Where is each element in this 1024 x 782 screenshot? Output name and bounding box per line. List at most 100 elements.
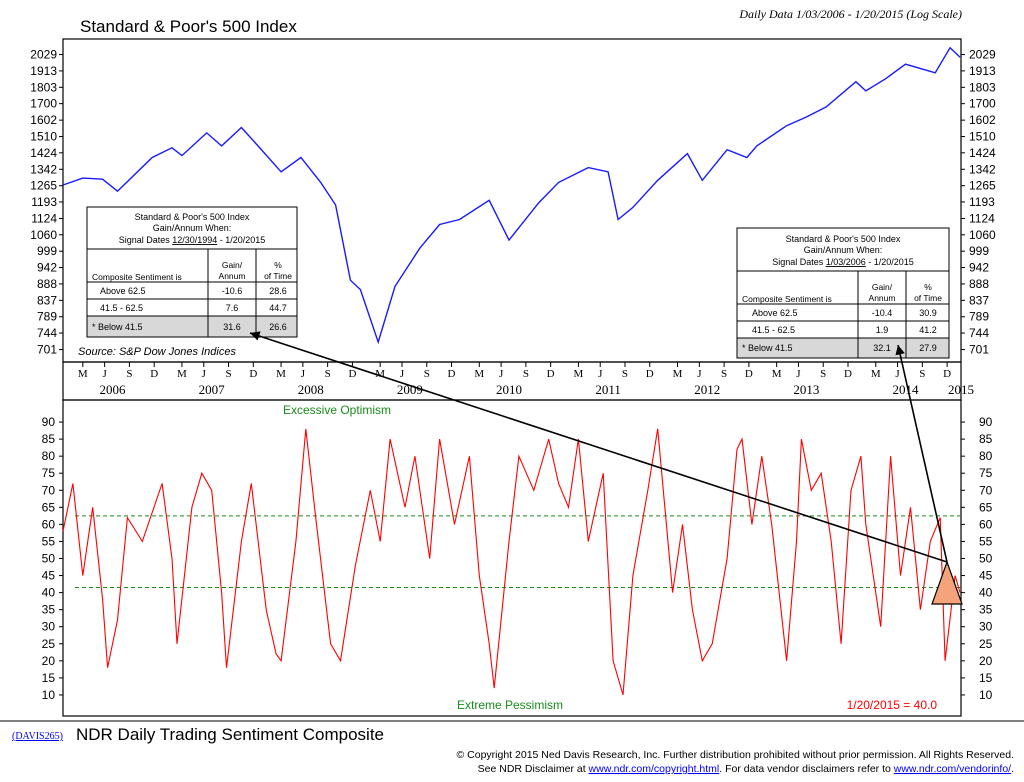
- table-right-col2b: Annum: [869, 293, 896, 303]
- index-series-line: [62, 46, 961, 345]
- y-tick-label-left: 65: [42, 500, 56, 514]
- table-right-row1-gain: -10.4: [872, 308, 893, 318]
- source-note: Source: S&P Dow Jones Indices: [78, 346, 236, 358]
- table-left-row3-pct: 26.6: [269, 322, 287, 332]
- x-month-label: M: [78, 368, 88, 380]
- y-tick-label-left: 1342: [30, 162, 57, 176]
- x-month-label: M: [474, 368, 484, 380]
- y-tick-label-left: 1803: [30, 80, 57, 94]
- y-tick-label-right: 25: [979, 637, 993, 651]
- x-year-label: 2007: [199, 382, 226, 397]
- footer-disclaimer: See NDR Disclaimer at www.ndr.com/copyri…: [478, 763, 1014, 775]
- y-tick-label-right: 1700: [969, 97, 996, 111]
- y-tick-label-right: 90: [979, 415, 993, 429]
- x-month-label: D: [150, 368, 158, 380]
- y-tick-label-right: 2029: [969, 48, 996, 62]
- x-month-label: S: [523, 368, 529, 380]
- x-month-label: S: [919, 368, 925, 380]
- y-tick-label-left: 837: [37, 293, 57, 307]
- footer-copyright: © Copyright 2015 Ned Davis Research, Inc…: [457, 749, 1015, 761]
- y-tick-label-left: 25: [42, 637, 56, 651]
- y-tick-label-right: 701: [969, 343, 989, 357]
- table-left-row2-pct: 44.7: [269, 303, 287, 313]
- y-tick-label-right: 85: [979, 432, 993, 446]
- y-tick-label-left: 1124: [31, 212, 57, 226]
- x-year-label: 2006: [100, 382, 127, 397]
- table-right-row1-label: Above 62.5: [752, 308, 798, 318]
- y-tick-label-left: 1913: [30, 64, 57, 78]
- current-value-label: 1/20/2015 = 40.0: [847, 698, 938, 712]
- y-tick-label-right: 1913: [969, 64, 996, 78]
- label-excessive-optimism: Excessive Optimism: [283, 403, 391, 417]
- x-year-label: 2011: [595, 382, 621, 397]
- table-left-col3a: %: [274, 260, 282, 270]
- x-month-label: J: [301, 368, 306, 380]
- y-tick-label-right: 10: [979, 688, 993, 702]
- code-link[interactable]: (DAVIS265): [12, 731, 63, 742]
- y-tick-label-right: 50: [979, 552, 993, 566]
- x-month-label: J: [102, 368, 107, 380]
- vendorinfo-link[interactable]: www.ndr.com/vendorinfo/: [893, 763, 1011, 775]
- table-left-title1: Standard & Poor's 500 Index: [135, 212, 250, 222]
- table-right-col1: Composite Sentiment is: [742, 294, 832, 304]
- table-left-row3-label: * Below 41.5: [92, 322, 143, 332]
- x-month-label: S: [126, 368, 132, 380]
- table-left-row2-label: 41.5 - 62.5: [100, 303, 143, 313]
- y-tick-label-left: 35: [42, 603, 56, 617]
- x-month-label: D: [348, 368, 356, 380]
- table-right-row3-gain: 32.1: [873, 343, 891, 353]
- y-tick-label-right: 65: [979, 500, 993, 514]
- y-tick-label-right: 55: [979, 534, 993, 548]
- x-month-label: D: [844, 368, 852, 380]
- y-tick-label-right: 942: [969, 261, 989, 275]
- y-tick-label-left: 75: [42, 466, 56, 480]
- table-left-row1-label: Above 62.5: [100, 286, 146, 296]
- y-tick-label-left: 40: [42, 586, 56, 600]
- table-left-row1-gain: -10.6: [222, 286, 243, 296]
- index-y-axis: 701 701 744 744 789 789 837 837 888 888 942 942 999 9…: [30, 48, 996, 357]
- gain-table-left: Standard & Poor's 500 Index Gain/Annum W…: [86, 206, 298, 338]
- y-tick-label-right: 888: [969, 277, 989, 291]
- y-tick-label-left: 45: [42, 569, 56, 583]
- x-year-label: 2015: [948, 382, 974, 397]
- top-title: Standard & Poor's 500 Index: [80, 17, 297, 36]
- x-month-label: M: [574, 368, 584, 380]
- x-month-label: J: [895, 368, 900, 380]
- x-month-label: M: [772, 368, 782, 380]
- y-tick-label-right: 837: [969, 293, 989, 307]
- y-tick-label-right: 789: [969, 310, 989, 324]
- y-tick-label-left: 60: [42, 517, 56, 531]
- y-tick-label-left: 789: [37, 310, 57, 324]
- y-tick-label-left: 1700: [30, 97, 57, 111]
- table-right-col3a: %: [924, 282, 932, 292]
- table-right-row3-label: * Below 41.5: [742, 343, 793, 353]
- arrow-to-right-table: [895, 344, 948, 563]
- table-left-row1-pct: 28.6: [269, 286, 287, 296]
- gain-table-right: Standard & Poor's 500 Index Gain/Annum W…: [736, 227, 950, 359]
- y-tick-label-right: 999: [969, 244, 989, 258]
- y-tick-label-right: 1424: [969, 146, 996, 160]
- copyright-link[interactable]: www.ndr.com/copyright.html: [588, 763, 720, 775]
- table-left-title3: Signal Dates 12/30/1994 - 1/20/2015: [119, 235, 266, 245]
- y-tick-label-right: 1124: [969, 212, 995, 226]
- x-month-label: J: [598, 368, 603, 380]
- x-year-label: 2008: [298, 382, 324, 397]
- y-tick-label-right: 744: [969, 326, 989, 340]
- y-tick-label-right: 30: [979, 620, 993, 634]
- y-tick-label-left: 1193: [31, 195, 57, 209]
- x-month-label: D: [646, 368, 654, 380]
- y-tick-label-right: 1803: [969, 80, 996, 94]
- y-tick-label-left: 85: [42, 432, 56, 446]
- y-tick-label-right: 15: [979, 671, 993, 685]
- y-tick-label-right: 70: [979, 483, 993, 497]
- arrow-to-left-table: [249, 331, 948, 563]
- y-tick-label-right: 1342: [969, 162, 996, 176]
- x-month-label: J: [697, 368, 702, 380]
- table-left-col3b: of Time: [264, 271, 292, 281]
- y-tick-label-left: 888: [37, 277, 57, 291]
- y-tick-label-left: 2029: [30, 48, 57, 62]
- y-tick-label-right: 1510: [969, 130, 996, 144]
- y-tick-label-left: 20: [42, 654, 56, 668]
- y-tick-label-left: 1060: [30, 228, 57, 242]
- label-extreme-pessimism: Extreme Pessimism: [457, 698, 563, 712]
